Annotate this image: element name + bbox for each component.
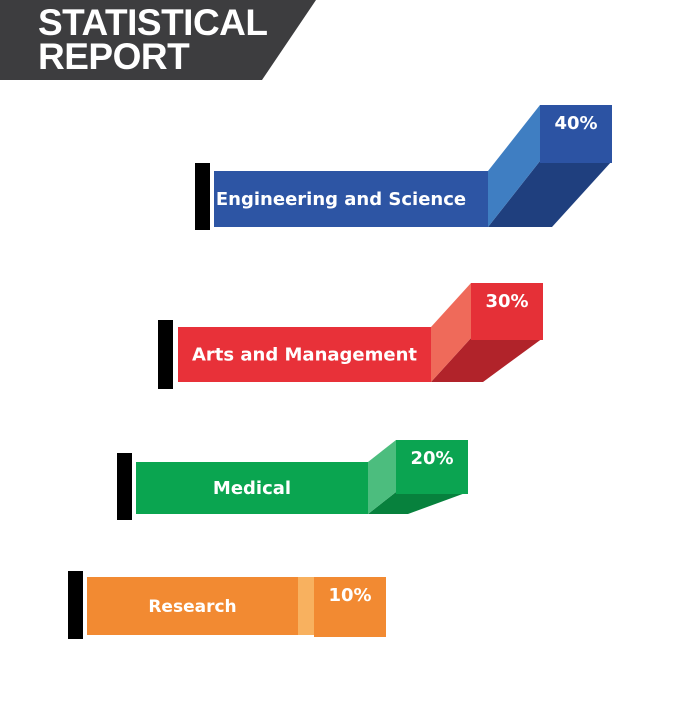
- bar-bevel-face: [368, 440, 396, 514]
- value-label: 10%: [328, 585, 371, 606]
- bar-value-box: [314, 577, 386, 637]
- bar-front-face: [214, 171, 488, 227]
- bar-bottom-face: [368, 492, 468, 514]
- value-label: 20%: [410, 448, 453, 469]
- bar-value-box: [540, 105, 612, 163]
- bar-bevel-face: [298, 577, 314, 635]
- bar-bottom-face: [431, 338, 543, 382]
- bar-front-face: [136, 462, 368, 514]
- header-banner: [0, 0, 316, 80]
- value-label: 40%: [554, 113, 597, 134]
- bar-front-face: [178, 327, 431, 382]
- category-label: Medical: [213, 478, 291, 499]
- bar-front-face: [87, 577, 298, 635]
- bar-start-marker: [195, 163, 210, 230]
- bar-start-marker: [117, 453, 132, 520]
- report-header: STATISTICAL REPORT: [0, 0, 695, 82]
- category-label: Research: [148, 597, 236, 617]
- bar-start-marker: [68, 571, 83, 639]
- report-title-line-1: STATISTICAL: [38, 2, 268, 43]
- report-title-line-2: REPORT: [38, 36, 190, 77]
- value-label: 30%: [485, 291, 528, 312]
- category-label: Arts and Management: [192, 345, 417, 366]
- bar-bevel-face: [431, 283, 471, 382]
- bar-bottom-face: [488, 161, 612, 227]
- bar-value-box: [396, 440, 468, 494]
- category-label: Engineering and Science: [216, 189, 466, 210]
- bar-start-marker: [158, 320, 173, 389]
- bar-bevel-face: [488, 105, 540, 227]
- bar-value-box: [471, 283, 543, 340]
- banner-shape: [0, 0, 316, 80]
